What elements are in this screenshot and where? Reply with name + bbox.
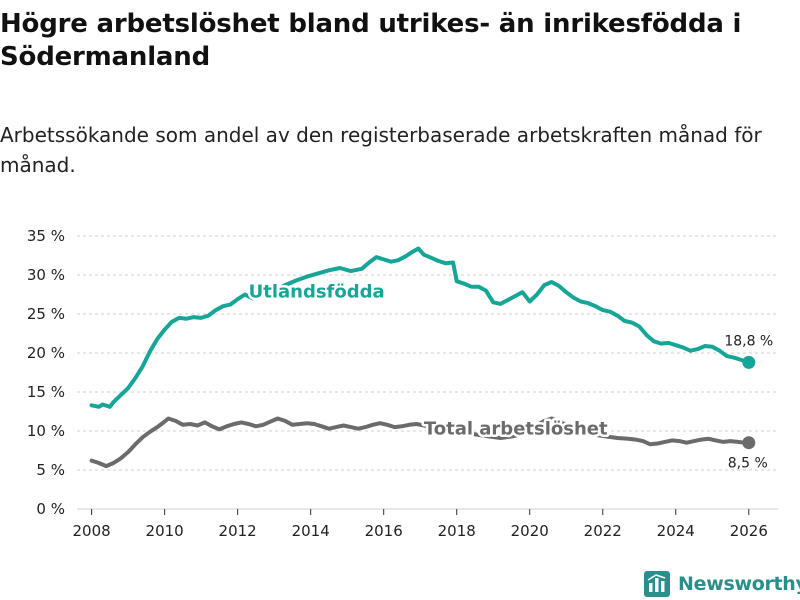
x-tick-label: 2010 — [146, 522, 184, 540]
x-tick-label: 2008 — [73, 522, 111, 540]
newsworthy-logo: Newsworthy — [644, 569, 800, 599]
chart-series — [89, 246, 756, 469]
x-tick-label: 2020 — [511, 522, 549, 540]
x-tick-label: 2024 — [657, 522, 695, 540]
x-tick-label: 2014 — [292, 522, 330, 540]
chart-labels: Utlandsfödda Total arbetslöshet 18,8 % 8,5 … — [246, 279, 773, 472]
x-tick-label: 2018 — [438, 522, 476, 540]
line-chart: 0 %5 %10 %15 %20 %25 %30 %35 % 2008 2010 2… — [27, 227, 778, 540]
bar-chart-logo-icon — [644, 571, 670, 597]
x-tick-label: 2022 — [584, 522, 622, 540]
series-line-1 — [89, 416, 751, 469]
series-line-0 — [89, 246, 751, 409]
x-tick-label: 2016 — [365, 522, 403, 540]
series-end-point-1 — [742, 436, 756, 450]
y-tick-label: 25 % — [27, 305, 65, 323]
end-value-label-utlandsfodda: 18,8 % — [724, 333, 773, 349]
y-tick-label: 30 % — [27, 266, 65, 284]
y-tick-label: 15 % — [27, 383, 65, 401]
chart-subtitle: Arbetssökande som andel av den registerb… — [0, 123, 762, 177]
series-label-utlandsfodda: Utlandsfödda — [249, 282, 385, 303]
x-axis: 2008 2010 2012 2014 2016 2018 2020 2022 2024 2026 — [73, 509, 768, 540]
y-tick-label: 10 % — [27, 422, 65, 440]
series-label-total: Total arbetslöshet — [424, 418, 608, 439]
y-tick-label: 35 % — [27, 227, 65, 245]
brand-name: Newsworthy — [678, 573, 800, 595]
chart-title: Högre arbetslöshet bland utrikes- än inr… — [0, 9, 742, 72]
y-tick-label: 5 % — [36, 461, 65, 479]
chart-grid: 0 % 5 % 10 % 15 % 20 % 25 % 30 % 35 % — [27, 227, 778, 518]
x-tick-label: 2012 — [219, 522, 257, 540]
series-end-point-0 — [742, 355, 756, 369]
y-tick-label: 20 % — [27, 344, 65, 362]
y-tick-label: 0 % — [36, 500, 65, 518]
end-value-label-total: 8,5 % — [728, 456, 768, 472]
x-tick-label: 2026 — [730, 522, 768, 540]
